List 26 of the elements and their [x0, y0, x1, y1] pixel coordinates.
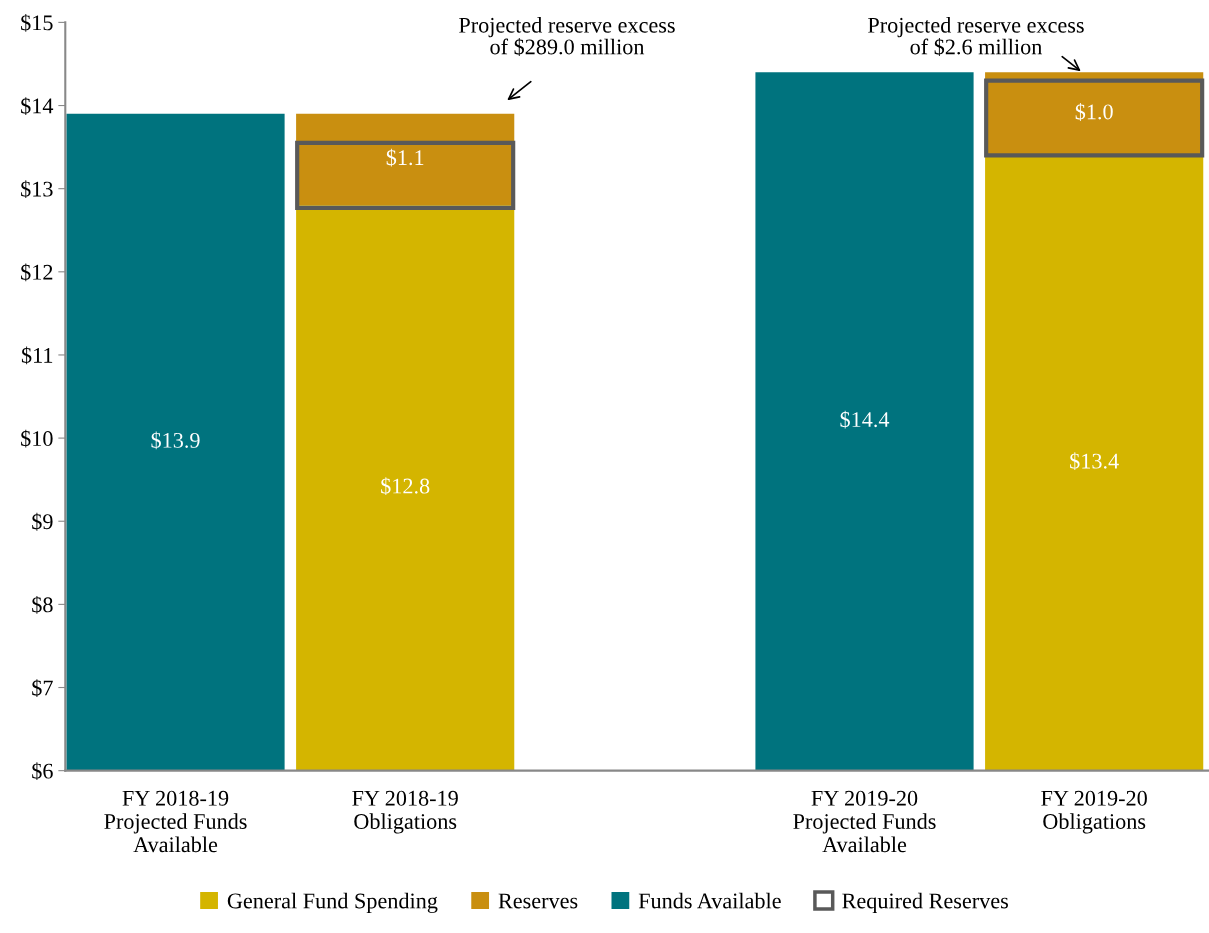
data-label: $1.0: [1075, 103, 1113, 121]
x-tick-label: FY 2019-20 Obligations: [1041, 790, 1147, 834]
y-tick-label: $11: [21, 346, 53, 365]
legend-label: Funds Available: [638, 892, 781, 909]
legend-label: Reserves: [498, 893, 578, 909]
y-tick-label: $9: [32, 512, 53, 531]
y-tick-label: $13: [21, 180, 53, 199]
y-tick-label: $10: [21, 429, 53, 448]
data-label: $14.4: [840, 410, 890, 429]
y-tick-label: $7: [32, 679, 53, 697]
y-tick-label: $12: [21, 263, 53, 282]
y-tick-label: $8: [32, 596, 53, 614]
annotation: Projected reserve excess of $289.0 million: [459, 17, 675, 56]
y-tick-label: $14: [21, 97, 54, 115]
data-label: $1.1: [386, 148, 424, 167]
data-label: $12.8: [381, 477, 430, 496]
y-tick-label: $15: [21, 14, 53, 32]
data-label: $13.9: [151, 431, 200, 450]
x-tick-label: FY 2019-20 Projected Funds Available: [793, 790, 936, 853]
legend-label: General Fund Spending: [227, 892, 438, 913]
x-tick-label: FY 2018-19 Obligations: [352, 790, 458, 834]
legend-label: Required Reserves: [842, 892, 1008, 913]
annotation: Projected reserve excess of $2.6 million: [868, 17, 1084, 56]
data-label: $13.4: [1070, 452, 1119, 471]
x-tick-label: FY 2018-19 Projected Funds Available: [104, 790, 247, 853]
y-tick-label: $6: [32, 762, 53, 781]
